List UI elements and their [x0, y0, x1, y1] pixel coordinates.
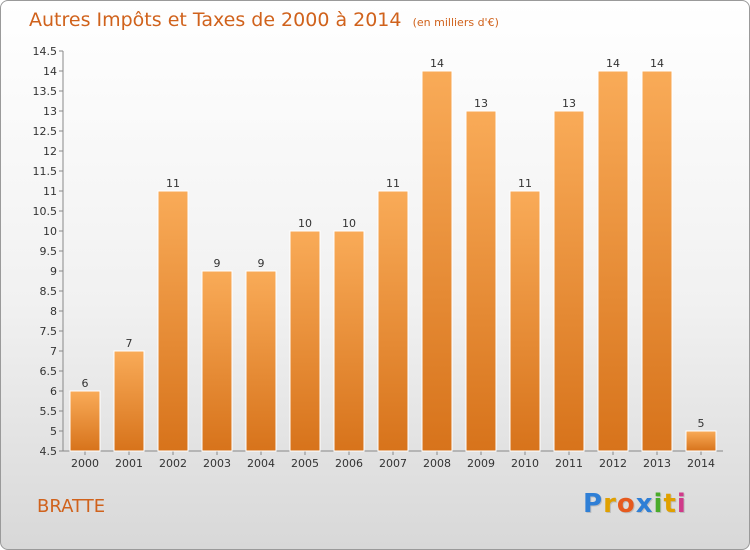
data-label-2012: 14: [606, 57, 620, 70]
logo-letter: i: [653, 489, 664, 519]
bar-2002: [157, 190, 189, 452]
y-tick-label: 10.5: [33, 205, 58, 218]
data-label-2004: 9: [258, 257, 265, 270]
x-tick-label-2001: 2001: [115, 457, 143, 470]
y-tick-label: 9.5: [40, 245, 58, 258]
x-tick-label-2000: 2000: [71, 457, 99, 470]
bar-2013: [641, 70, 673, 452]
bar-2001: [113, 350, 145, 452]
chart-unit: (en milliers d'€): [412, 16, 499, 29]
location-label: BRATTE: [37, 496, 106, 517]
y-tick-label: 13: [43, 105, 57, 118]
bar-2005: [289, 230, 321, 452]
bar-2009: [465, 110, 497, 452]
x-tick-label-2009: 2009: [467, 457, 495, 470]
x-tick-label-2002: 2002: [159, 457, 187, 470]
logo-letter: o: [616, 489, 636, 519]
logo-letter: i: [676, 489, 687, 519]
data-label-2006: 10: [342, 217, 356, 230]
y-tick-label: 12.5: [33, 125, 58, 138]
data-label-2005: 10: [298, 217, 312, 230]
proxiti-logo: Proxiti: [583, 489, 687, 519]
bar-2011: [553, 110, 585, 452]
x-tick-label-2005: 2005: [291, 457, 319, 470]
bar-2004: [245, 270, 277, 452]
bar-2008: [421, 70, 453, 452]
logo-letter: P: [583, 489, 604, 519]
x-tick-label-2004: 2004: [247, 457, 275, 470]
y-tick-label: 5: [50, 425, 57, 438]
y-axis: 4.5 5 5.5 6 6.5 7 7.5 8 8.5 9 9.5 10 10.5 11 11.5 12 12.…: [33, 45, 64, 458]
y-tick-label: 8.5: [40, 285, 58, 298]
logo-letter: x: [635, 489, 654, 519]
y-tick-label: 14.5: [33, 45, 58, 58]
y-tick-label: 14: [43, 65, 57, 78]
y-tick-label: 7: [50, 345, 57, 358]
y-tick-label: 12: [43, 145, 57, 158]
data-label-2011: 13: [562, 97, 576, 110]
data-label-2007: 11: [386, 177, 400, 190]
y-tick-label: 6: [50, 385, 57, 398]
y-tick-label: 5.5: [40, 405, 58, 418]
chart-title: Autres Impôts et Taxes de 2000 à 2014: [29, 9, 402, 31]
y-tick-label: 11.5: [33, 165, 58, 178]
bar-2012: [597, 70, 629, 452]
data-label-2013: 14: [650, 57, 664, 70]
data-label-2001: 7: [126, 337, 133, 350]
data-label-2010: 11: [518, 177, 532, 190]
y-tick-label: 4.5: [40, 445, 58, 458]
bar-2003: [201, 270, 233, 452]
logo-letter: r: [603, 489, 617, 519]
data-label-2008: 14: [430, 57, 444, 70]
y-tick-label: 11: [43, 185, 57, 198]
x-tick-label-2008: 2008: [423, 457, 451, 470]
data-label-2014: 5: [698, 417, 705, 430]
bar-2006: [333, 230, 365, 452]
x-tick-label-2010: 2010: [511, 457, 539, 470]
bar-2007: [377, 190, 409, 452]
x-axis: 2000 2001 2002 2003 2004 2005 2006 2007 2008 2009…: [63, 450, 723, 470]
x-tick-label-2006: 2006: [335, 457, 363, 470]
y-tick-label: 8: [50, 305, 57, 318]
data-label-2009: 13: [474, 97, 488, 110]
x-tick-label-2012: 2012: [599, 457, 627, 470]
y-tick-label: 9: [50, 265, 57, 278]
x-tick-label-2011: 2011: [555, 457, 583, 470]
bar-2000: [69, 390, 101, 452]
title-row: Autres Impôts et Taxes de 2000 à 2014 (e…: [29, 9, 499, 31]
y-tick-label: 7.5: [40, 325, 58, 338]
data-label-2000: 6: [82, 377, 89, 390]
data-label-2003: 9: [214, 257, 221, 270]
x-tick-label-2013: 2013: [643, 457, 671, 470]
x-tick-label-2003: 2003: [203, 457, 231, 470]
data-label-2002: 11: [166, 177, 180, 190]
bar-2014: [685, 430, 717, 452]
y-tick-label: 13.5: [33, 85, 58, 98]
data-labels: 6 7 11 9 9 10 10 11 14 13 11 13 14 14 5: [82, 57, 705, 430]
x-tick-label-2007: 2007: [379, 457, 407, 470]
x-tick-label-2014: 2014: [687, 457, 715, 470]
bars: [69, 70, 717, 452]
logo-letter: t: [663, 489, 677, 519]
bar-2010: [509, 190, 541, 452]
y-tick-label: 6.5: [40, 365, 58, 378]
y-tick-label: 10: [43, 225, 57, 238]
